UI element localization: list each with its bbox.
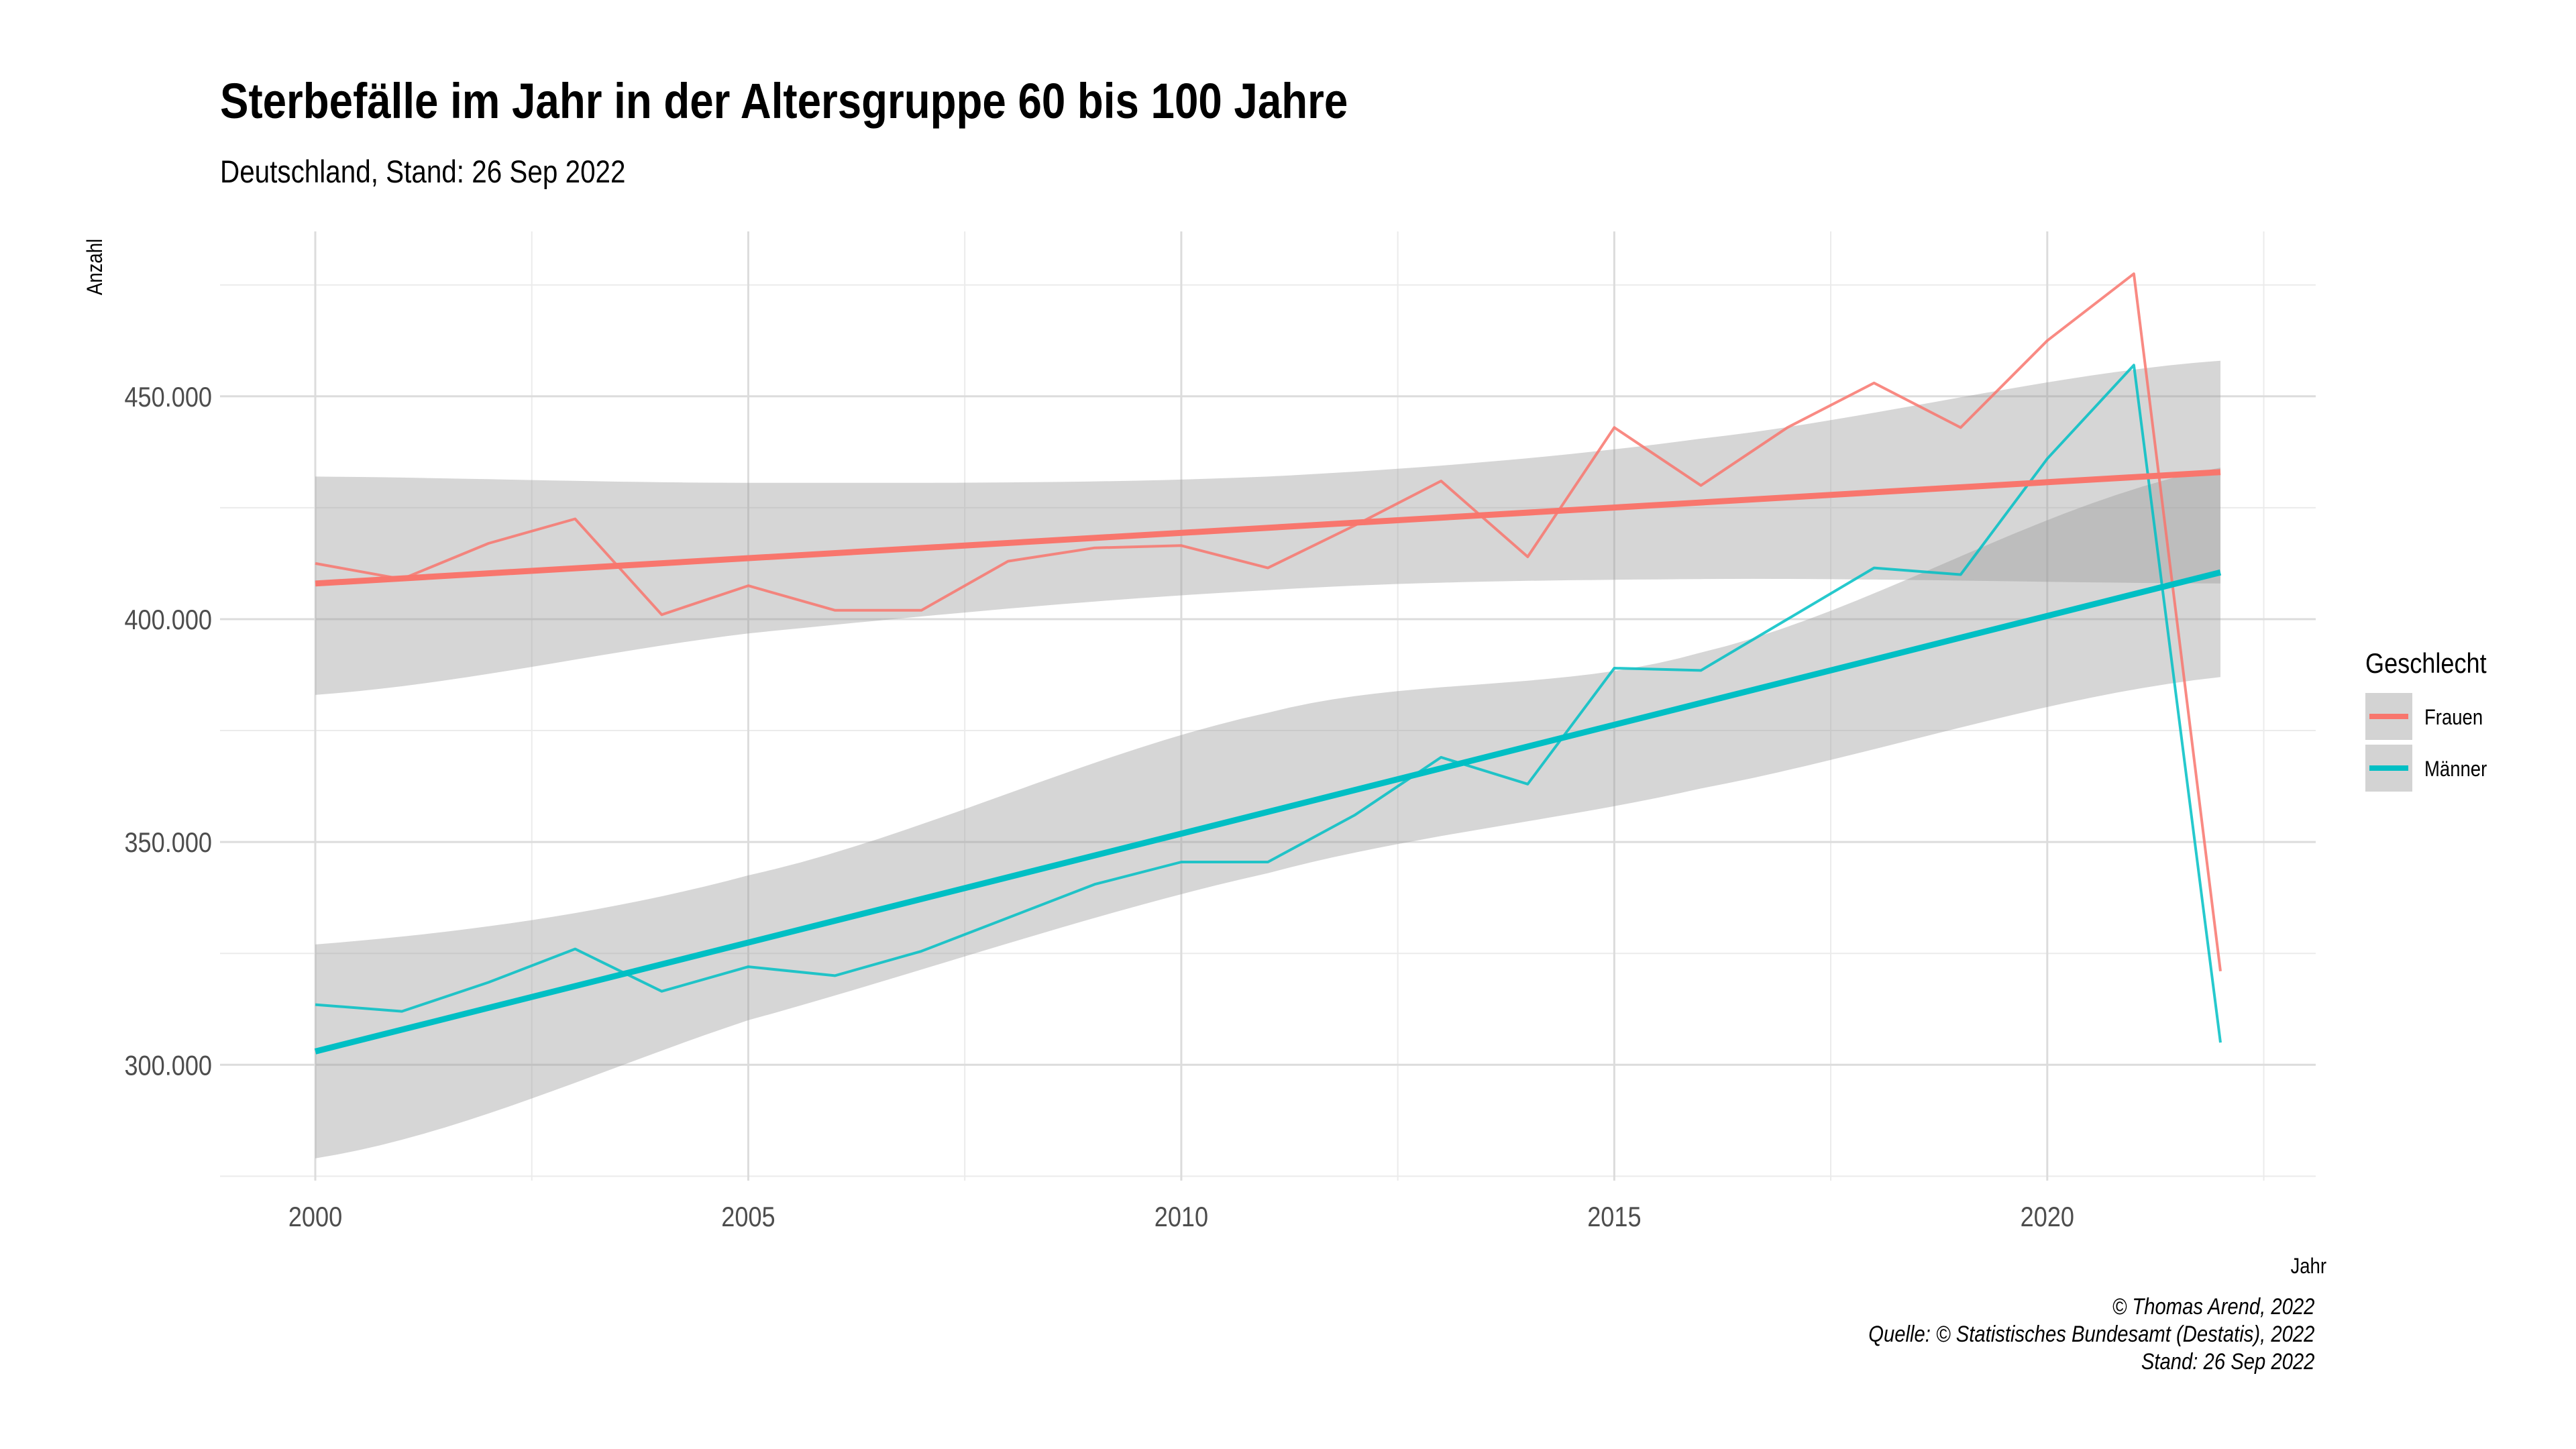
chart-title: Sterbefälle im Jahr in der Altersgruppe …: [220, 73, 1348, 129]
y-tick-label: 400.000: [124, 605, 212, 636]
y-axis-title: Anzahl: [83, 239, 107, 295]
x-tick-label: 2005: [721, 1202, 775, 1233]
trend-line-frauen: [315, 469, 2221, 587]
series-lines: [315, 272, 2222, 1043]
x-tick-labels: 2000 2005 2010 2015 2020: [288, 1202, 2074, 1233]
trend-lines: [314, 469, 2222, 1055]
caption-date: Stand: 26 Sep 2022: [2141, 1349, 2314, 1375]
y-tick-label: 350.000: [124, 828, 212, 859]
legend-label-maenner: Männer: [2424, 757, 2487, 781]
legend-title: Geschlecht: [2365, 649, 2487, 680]
y-tick-label: 300.000: [124, 1051, 212, 1081]
x-tick-label: 2015: [1587, 1202, 1641, 1233]
legend-label-frauen: Frauen: [2424, 706, 2483, 729]
major-gridlines: [220, 231, 2316, 1181]
legend: Geschlecht Frauen Männer: [2365, 649, 2487, 792]
minor-gridlines: [220, 231, 2316, 1181]
x-axis-title: Jahr: [2290, 1254, 2326, 1278]
trend-line-mnner: [314, 569, 2222, 1055]
series-line-frauen: [315, 272, 2222, 972]
caption: © Thomas Arend, 2022 Quelle: © Statistis…: [1868, 1293, 2314, 1376]
x-tick-label: 2010: [1155, 1202, 1208, 1233]
caption-source: Quelle: © Statistisches Bundesamt (Desta…: [1868, 1322, 2314, 1347]
x-tick-label: 2000: [288, 1202, 342, 1233]
confidence-ribbons: [315, 360, 2220, 1159]
series-line-mnner: [315, 364, 2222, 1043]
y-tick-label: 450.000: [124, 382, 212, 413]
caption-author: © Thomas Arend, 2022: [2112, 1294, 2314, 1320]
chart-subtitle: Deutschland, Stand: 26 Sep 2022: [220, 154, 626, 189]
x-tick-label: 2020: [2021, 1202, 2074, 1233]
y-tick-labels: 300.000 350.000 400.000 450.000: [124, 382, 212, 1081]
